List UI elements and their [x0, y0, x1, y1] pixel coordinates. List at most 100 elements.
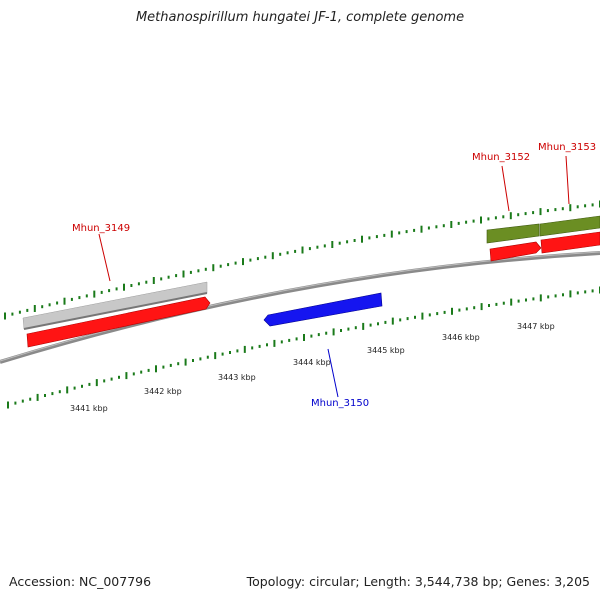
outer-tick-mark: [93, 290, 96, 298]
outer-tick-mark: [63, 297, 66, 305]
inner-tick-mark: [547, 295, 550, 299]
outer-tick-mark: [204, 267, 207, 271]
inner-tick-mark: [532, 297, 535, 301]
outer-tick-mark: [480, 216, 482, 224]
gene-mhun-3153-leader: [565, 155, 570, 205]
inner-tick-mark: [539, 294, 542, 302]
gene-label-mhun-3153[interactable]: Mhun_3153: [538, 142, 596, 153]
outer-tick-mark: [457, 221, 460, 225]
outer-tick-mark: [316, 245, 319, 249]
inner-tick-mark: [406, 317, 409, 321]
inner-tick-mark: [243, 345, 246, 353]
inner-tick-mark: [125, 372, 128, 380]
outer-tick-mark: [584, 204, 587, 208]
tick-label-3446: 3446 kbp: [442, 333, 480, 342]
outer-tick-mark: [160, 277, 163, 281]
inner-tick-mark: [436, 312, 439, 316]
topology-summary: Topology: circular; Length: 3,544,738 bp…: [246, 574, 590, 589]
outer-tick-mark: [465, 220, 468, 224]
inner-tick-mark: [132, 372, 135, 376]
outer-tick-mark: [4, 312, 6, 320]
outer-tick-mark: [450, 221, 453, 228]
tick-label-3443: 3443 kbp: [218, 373, 256, 382]
inner-tick-mark: [362, 322, 365, 330]
outer-tick-mark: [256, 257, 259, 261]
inner-tick-mark: [288, 338, 291, 342]
outer-tick-mark: [308, 247, 311, 251]
inner-tick-mark: [95, 379, 98, 387]
outer-tick-mark: [368, 236, 371, 240]
inner-tick-mark: [584, 290, 587, 294]
outer-tick-mark: [279, 252, 282, 256]
outer-tick-mark: [234, 261, 237, 265]
gene-label-mhun-3149[interactable]: Mhun_3149: [72, 223, 130, 234]
outer-tick-mark: [375, 235, 378, 239]
gene-label-mhun-3152[interactable]: Mhun_3152: [472, 152, 530, 163]
inner-tick-mark: [347, 327, 350, 331]
outer-tick-mark: [509, 212, 512, 220]
inner-tick-mark: [184, 358, 187, 366]
outer-tick-mark: [145, 280, 148, 284]
inner-tick-mark: [229, 351, 231, 354]
inner-tick-mark: [295, 337, 298, 341]
inner-tick-mark: [443, 310, 446, 314]
outer-tick-mark: [346, 240, 349, 244]
outer-tick-mark: [532, 211, 535, 215]
gene-mhun-3153-green-bar[interactable]: [539, 215, 600, 237]
outer-tick-mark: [11, 312, 14, 316]
outer-tick-mark: [137, 282, 140, 286]
outer-tick-mark: [294, 249, 297, 253]
inner-tick-mark: [81, 384, 83, 388]
outer-tick-mark: [182, 270, 185, 278]
outer-tick-mark: [175, 274, 178, 278]
inner-tick-mark: [221, 352, 224, 356]
outer-tick-mark: [361, 235, 363, 243]
inner-tick-mark: [369, 323, 372, 327]
inner-tick-mark: [73, 386, 76, 390]
outer-tick-mark: [546, 209, 549, 213]
inner-tick-mark: [103, 379, 106, 383]
gene-mhun-3149-leader: [98, 233, 111, 282]
inner-tick-mark: [273, 339, 276, 347]
inner-tick-mark: [495, 302, 498, 306]
inner-tick-mark: [391, 317, 394, 325]
outer-tick-mark: [487, 217, 490, 221]
outer-tick-mark: [33, 305, 36, 312]
inner-tick-mark: [377, 322, 379, 326]
gene-mhun-3152-leader: [501, 165, 510, 212]
inner-tick-mark: [177, 362, 180, 366]
outer-tick-mark: [123, 283, 125, 291]
inner-tick-mark: [280, 340, 283, 344]
inner-tick-mark: [399, 318, 402, 322]
gene-mhun-3152-green-bar[interactable]: [486, 223, 540, 244]
outer-tick-mark: [115, 287, 118, 291]
outer-tick-mark: [167, 275, 170, 279]
outer-tick-mark: [502, 215, 505, 219]
inner-tick-mark: [169, 363, 172, 367]
accession-label: Accession: NC_007796: [9, 574, 152, 589]
inner-tick-mark: [510, 298, 513, 306]
inner-tick-mark: [36, 393, 39, 401]
gene-label-mhun-3150[interactable]: Mhun_3150: [311, 398, 369, 409]
outer-tick-mark: [398, 231, 401, 235]
inner-tick-mark: [332, 328, 335, 336]
gene-mhun-3152-cds-arrow[interactable]: [489, 241, 542, 262]
inner-tick-mark: [192, 359, 194, 362]
inner-tick-mark: [162, 365, 165, 369]
outer-tick-mark: [442, 224, 445, 228]
outer-tick-mark: [591, 203, 594, 207]
gene-mhun-3153-cds-arrow[interactable]: [540, 231, 600, 254]
inner-tick-mark: [569, 290, 572, 298]
gene-mhun-3149-cds-arrow[interactable]: [26, 296, 211, 348]
outer-tick-mark: [435, 225, 438, 229]
outer-tick-mark: [427, 226, 430, 230]
outer-tick-mark: [576, 205, 579, 209]
outer-tick-mark: [539, 208, 542, 216]
genome-title: Methanospirillum hungatei JF-1, complete…: [135, 10, 465, 25]
outer-tick-mark: [561, 207, 564, 211]
inner-tick-mark: [428, 313, 431, 317]
outer-tick-mark: [301, 246, 304, 254]
gene-mhun-3150-cds-arrow[interactable]: [263, 292, 383, 327]
